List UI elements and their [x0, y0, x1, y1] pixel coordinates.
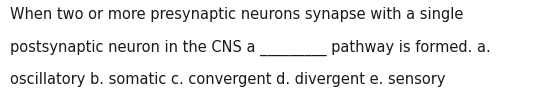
Text: oscillatory b. somatic c. convergent d. divergent e. sensory: oscillatory b. somatic c. convergent d. …	[10, 72, 445, 87]
Text: postsynaptic neuron in the CNS a _________ pathway is formed. a.: postsynaptic neuron in the CNS a _______…	[10, 40, 491, 56]
Text: When two or more presynaptic neurons synapse with a single: When two or more presynaptic neurons syn…	[10, 7, 463, 22]
